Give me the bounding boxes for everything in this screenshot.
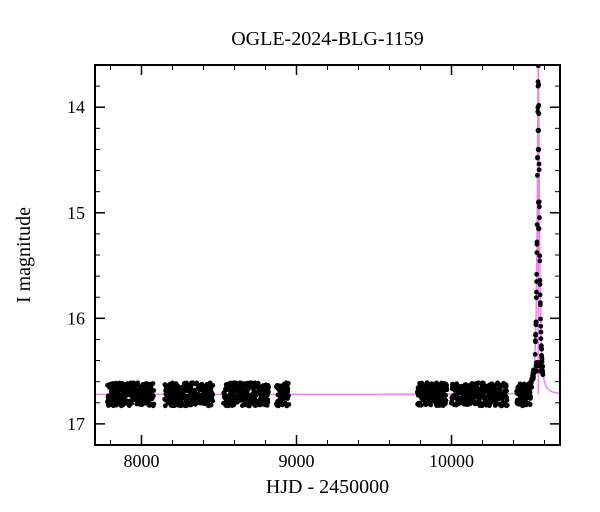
y-tick-label: 15	[67, 203, 85, 223]
x-tick-label: 10000	[429, 451, 474, 471]
chart-title: OGLE-2024-BLG-1159	[231, 28, 424, 50]
x-tick-label: 8000	[124, 451, 160, 471]
y-tick-label: 14	[67, 97, 85, 117]
x-tick-label: 9000	[279, 451, 315, 471]
y-axis-label: I magnitude	[13, 207, 35, 303]
x-axis-label: HJD - 2450000	[266, 476, 389, 498]
y-tick-label: 16	[67, 308, 85, 328]
y-tick-label: 17	[67, 414, 85, 434]
chart-svg: OGLE-2024-BLG-1159 HJD - 2450000 I magnitu…	[0, 0, 600, 512]
lightcurve-chart: OGLE-2024-BLG-1159 HJD - 2450000 I magnitu…	[0, 0, 600, 512]
